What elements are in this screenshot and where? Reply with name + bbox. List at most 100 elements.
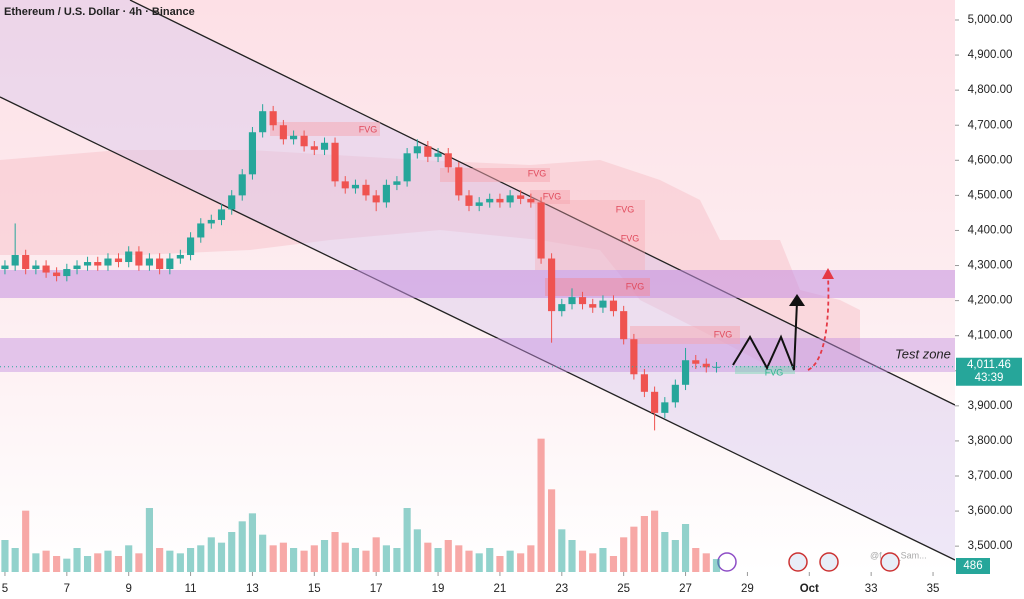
candle-body	[125, 251, 133, 263]
candle-body	[589, 304, 597, 308]
volume-bar	[630, 526, 638, 572]
price-axis	[955, 0, 1024, 599]
y-tick-label: 4,100.00	[968, 330, 1013, 342]
candle-body	[661, 402, 669, 413]
volume-bar	[661, 532, 669, 572]
candle-body	[310, 146, 318, 150]
candle-body	[465, 195, 473, 206]
event-icon[interactable]	[819, 552, 839, 572]
zone-label: Test zone	[895, 346, 951, 361]
candle-body	[259, 111, 267, 133]
y-tick-label: 4,400.00	[968, 224, 1013, 236]
y-tick-label: 4,700.00	[968, 119, 1013, 131]
candle-body	[372, 195, 380, 203]
volume-bar	[537, 438, 545, 572]
x-tick-label: 5	[2, 583, 8, 595]
candle-body	[413, 146, 421, 154]
volume-bar	[640, 516, 648, 572]
x-tick-label: 11	[185, 583, 197, 595]
projection-path	[732, 301, 798, 371]
y-tick-label: 5,000.00	[968, 14, 1013, 26]
candle-body	[424, 146, 432, 157]
volume-bar	[1, 540, 9, 572]
candle-body	[228, 195, 236, 210]
fvg-box	[735, 366, 795, 374]
candle-body	[527, 198, 535, 203]
volume-bar	[217, 542, 226, 572]
fvg-box	[545, 278, 650, 296]
event-icon[interactable]	[717, 552, 737, 572]
volume-label: 486	[963, 560, 982, 572]
volume-bar	[207, 537, 215, 572]
candle-body	[681, 360, 690, 385]
candle-body	[671, 384, 679, 403]
volume-bar	[94, 553, 102, 572]
channel-lower	[0, 96, 956, 561]
y-tick-label: 3,600.00	[968, 505, 1013, 517]
volume-bar	[362, 550, 370, 572]
volume-bar	[424, 542, 432, 572]
volume-bar	[300, 550, 308, 572]
volume-bar	[166, 550, 174, 572]
candle-body	[558, 304, 566, 312]
chart-title: Ethereum / U.S. Dollar · 4h · Binance	[4, 6, 195, 18]
volume-bar	[11, 548, 19, 572]
volume-bar	[651, 510, 659, 572]
volume-box	[956, 558, 990, 574]
candle-body	[455, 167, 463, 196]
volume-bar	[32, 553, 40, 572]
candle-body	[475, 202, 483, 206]
x-tick-label: 9	[125, 583, 131, 595]
volume-bar	[331, 532, 339, 572]
last-price-label: 4,011.46	[967, 359, 1011, 371]
volume-bar	[104, 550, 112, 572]
volume-bar	[248, 513, 257, 572]
event-icon[interactable]	[880, 552, 900, 572]
volume-bar	[506, 550, 514, 572]
volume-bar	[568, 540, 576, 572]
resistance-zone	[0, 270, 955, 298]
candle-body	[73, 265, 81, 270]
fvg-label: FVG	[714, 329, 733, 339]
volume-bar	[341, 542, 349, 572]
event-icon[interactable]	[788, 552, 808, 572]
candle-body	[362, 184, 370, 196]
fvg-box	[530, 190, 570, 204]
volume-bar	[403, 508, 411, 572]
y-tick-label: 3,500.00	[968, 540, 1013, 552]
volume-bar	[228, 532, 236, 572]
volume-bar	[434, 548, 442, 572]
volume-bar	[444, 540, 452, 572]
x-tick-label: 27	[679, 583, 692, 595]
candle-body	[640, 374, 648, 392]
fvg-box	[535, 200, 645, 270]
x-tick-label: 17	[370, 583, 383, 595]
cloud	[0, 150, 860, 372]
volume-bar	[413, 529, 421, 572]
candle-body	[135, 251, 143, 266]
candle-body	[156, 258, 164, 270]
volume-bar	[53, 556, 61, 572]
candle-body	[620, 311, 628, 340]
volume-bar	[83, 556, 92, 572]
volume-bar	[238, 521, 246, 572]
candle-body	[207, 219, 215, 224]
test-zone	[0, 338, 955, 372]
candle-body	[351, 184, 360, 189]
x-tick-label: 7	[64, 583, 70, 595]
volume-bar	[382, 545, 390, 572]
y-tick-label: 4,900.00	[968, 49, 1013, 61]
candle-body	[609, 300, 618, 312]
candle-body	[269, 111, 277, 126]
volume-bar	[320, 540, 329, 572]
marks	[1, 104, 721, 572]
watermark: @f...w_Sam...	[870, 550, 927, 560]
volume-bar	[156, 548, 164, 572]
y-tick-label: 4,300.00	[968, 260, 1013, 272]
candle-body	[444, 153, 452, 168]
fvg-label: FVG	[765, 367, 784, 377]
volume-bar	[692, 548, 700, 572]
x-tick-label: 33	[865, 583, 878, 595]
